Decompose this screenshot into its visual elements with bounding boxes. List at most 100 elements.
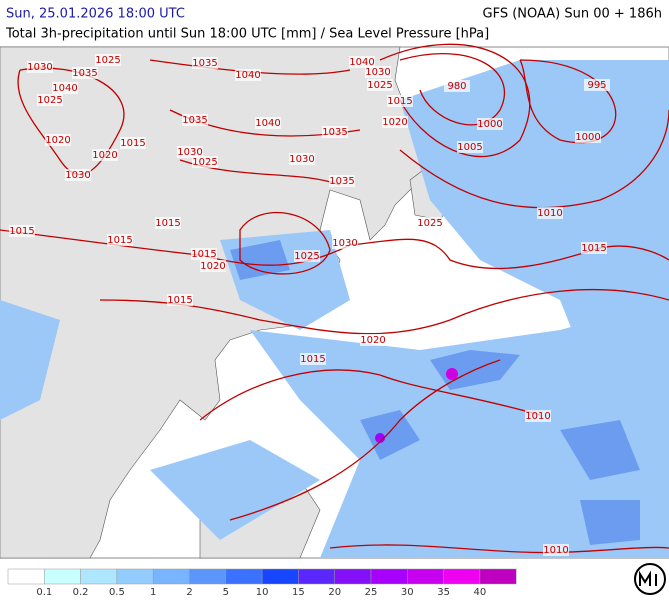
isobar-label-bg bbox=[72, 67, 98, 79]
isobar-label-bg bbox=[155, 217, 181, 229]
precip-peak bbox=[446, 368, 458, 380]
isobar-label: 1035 bbox=[72, 68, 97, 79]
isobar-label: 995 bbox=[587, 80, 606, 91]
isobar-label: 1000 bbox=[575, 132, 600, 143]
subtitle: Total 3h-precipitation until Sun 18:00 U… bbox=[5, 27, 489, 42]
legend-swatch bbox=[334, 568, 372, 585]
isobar-label-bg bbox=[477, 118, 503, 130]
legend-swatch bbox=[443, 568, 481, 585]
isobar-label: 1040 bbox=[52, 83, 77, 94]
isobar-label-bg bbox=[349, 56, 375, 68]
legend-label: 0.5 bbox=[109, 587, 125, 598]
isobar-label-bg bbox=[192, 57, 218, 69]
isobar-label: 1015 bbox=[155, 218, 180, 229]
legend-label: 40 bbox=[474, 587, 487, 598]
legend-swatch bbox=[298, 568, 335, 585]
isobar-label-bg bbox=[543, 544, 569, 556]
precip-core bbox=[230, 240, 640, 545]
legend-swatch bbox=[152, 568, 190, 585]
isobar-label-bg bbox=[365, 66, 391, 78]
isobar-label: 1015 bbox=[300, 354, 325, 365]
legend-label: 30 bbox=[401, 587, 414, 598]
isobar-label: 1015 bbox=[581, 243, 606, 254]
legend-swatch bbox=[370, 568, 408, 585]
legend-label: 0.2 bbox=[73, 587, 89, 598]
isobar-label: 1030 bbox=[177, 147, 202, 158]
isobar-label: 1020 bbox=[200, 261, 225, 272]
isobar-label: 1035 bbox=[182, 115, 207, 126]
isobar-label-bg bbox=[52, 82, 78, 94]
legend-swatch bbox=[189, 568, 227, 585]
isobar-label: 1035 bbox=[192, 58, 217, 69]
isobar-label: 1035 bbox=[329, 176, 354, 187]
isobar-label: 1030 bbox=[27, 62, 52, 73]
legend-label: 20 bbox=[328, 587, 341, 598]
isobar-label: 1040 bbox=[235, 70, 260, 81]
isobar-label-bg bbox=[322, 126, 348, 138]
isobar-label-bg bbox=[367, 79, 393, 91]
isobar-label: 1025 bbox=[417, 218, 442, 229]
model-run: GFS (NOAA) Sun 00 + 186h bbox=[483, 7, 662, 22]
isobar-label: 1010 bbox=[525, 411, 550, 422]
isobar-label-bg bbox=[332, 237, 358, 249]
isobar-label-bg bbox=[329, 175, 355, 187]
isobar-label: 1010 bbox=[537, 208, 562, 219]
isobar-label: 1040 bbox=[255, 118, 280, 129]
isobar-label-bg bbox=[575, 131, 601, 143]
isobar-label-bg bbox=[92, 149, 118, 161]
isobar-label-bg bbox=[200, 260, 226, 272]
logo bbox=[634, 563, 666, 595]
isobar-label-bg bbox=[9, 225, 35, 237]
isobar-label-bg bbox=[581, 242, 607, 254]
isobar-label: 1015 bbox=[9, 226, 34, 237]
isobar-label: 1005 bbox=[457, 142, 482, 153]
legend-swatch bbox=[44, 568, 81, 585]
isobar-label: 1025 bbox=[192, 157, 217, 168]
isobar-label: 1030 bbox=[332, 238, 357, 249]
isobar-label: 1025 bbox=[294, 251, 319, 262]
isobar-label-bg bbox=[294, 250, 320, 262]
isobar-label-bg bbox=[192, 156, 218, 168]
isobar-label-bg bbox=[382, 116, 408, 128]
legend-label: 10 bbox=[256, 587, 269, 598]
isobar-label: 1000 bbox=[477, 119, 502, 130]
isobar-label: 1030 bbox=[365, 67, 390, 78]
isobar-label: 1030 bbox=[289, 154, 314, 165]
isobar-label-bg bbox=[27, 61, 53, 73]
isobar-label-bg bbox=[300, 353, 326, 365]
legend-swatch bbox=[225, 568, 263, 585]
legend-swatch bbox=[407, 568, 444, 585]
isobar-label-bg bbox=[537, 207, 563, 219]
isobar-label-bg bbox=[65, 169, 91, 181]
isobar-label: 1010 bbox=[543, 545, 568, 556]
isobar-label-bg bbox=[191, 248, 217, 260]
isobar-label-bg bbox=[387, 95, 413, 107]
isobar-label: 1015 bbox=[107, 235, 132, 246]
legend-label: 15 bbox=[292, 587, 305, 598]
isobar-label-bg bbox=[182, 114, 208, 126]
legend-swatch bbox=[116, 568, 154, 585]
isobar-label-bg bbox=[457, 141, 483, 153]
map: 1030103510251040102510351040104010301025… bbox=[0, 43, 669, 559]
isobar-label-bg bbox=[289, 153, 315, 165]
isobar-label: 1025 bbox=[367, 80, 392, 91]
precip-peak bbox=[375, 433, 385, 443]
isobar-label: 1020 bbox=[92, 150, 117, 161]
isobar-label-bg bbox=[120, 137, 146, 149]
legend-label: 5 bbox=[223, 587, 229, 598]
isobar-label: 1015 bbox=[120, 138, 145, 149]
isobar-label: 1015 bbox=[387, 96, 412, 107]
isobar-label: 1015 bbox=[167, 295, 192, 306]
isobar-label-bg bbox=[45, 134, 71, 146]
isobar-label-bg bbox=[167, 294, 193, 306]
isobar-label: 1035 bbox=[322, 127, 347, 138]
isobar-label-bg bbox=[177, 146, 203, 158]
isobar-label-bg bbox=[444, 80, 470, 92]
isobar-label: 1020 bbox=[382, 117, 407, 128]
isobar-label-bg bbox=[584, 79, 610, 91]
isobar-label-bg bbox=[235, 69, 261, 81]
isobar-label-bg bbox=[360, 334, 386, 346]
isobar-label: 1015 bbox=[191, 249, 216, 260]
legend-label: 1 bbox=[150, 587, 156, 598]
